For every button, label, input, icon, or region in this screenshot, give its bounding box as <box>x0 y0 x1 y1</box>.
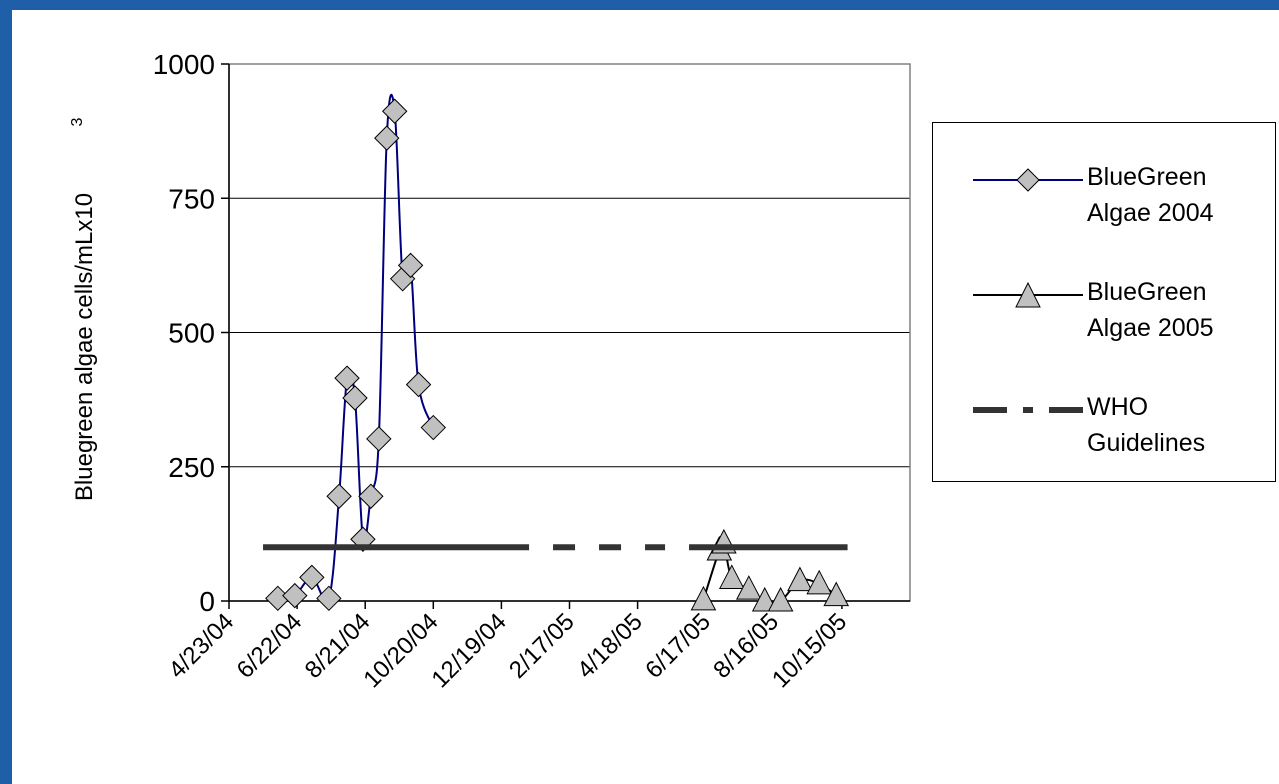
data-point-2004 <box>382 98 408 124</box>
series-line-2004 <box>277 93 435 603</box>
legend-label-who: WHO Guidelines <box>1087 393 1206 457</box>
data-point-2004 <box>282 582 308 609</box>
data-point-2004 <box>374 125 400 151</box>
legend-swatch-diamond-icon <box>973 168 1083 192</box>
data-point-2005 <box>787 566 813 592</box>
axes <box>221 63 911 609</box>
data-point-2004 <box>397 252 424 279</box>
legend-item-who: WHO Guidelines <box>933 375 1275 485</box>
y-axis-label: Bluegreen algae cells/mLx10 <box>71 193 98 501</box>
x-tick-label: 6/22/04 <box>232 608 308 684</box>
data-point-2005 <box>718 564 745 589</box>
data-point-2005 <box>751 586 778 612</box>
data-point-2004 <box>366 426 392 452</box>
x-tick-label: 6/17/05 <box>640 608 716 684</box>
line-chart: 025050075010004/23/046/22/048/21/0410/20… <box>69 49 911 693</box>
x-tick-label: 2/17/05 <box>504 608 580 684</box>
legend-item-2004: BlueGreen Algae 2004 <box>933 145 1275 255</box>
data-point-2004 <box>316 585 342 612</box>
legend-label-2005: BlueGreen Algae 2005 <box>1087 278 1214 342</box>
data-point-2004 <box>326 483 352 509</box>
legend-label-2004: BlueGreen Algae 2004 <box>1087 163 1214 227</box>
data-point-2004 <box>299 564 325 591</box>
data-point-2005 <box>806 569 833 595</box>
y-tick-label: 750 <box>168 183 215 214</box>
legend: BlueGreen Algae 2004 BlueGreen Algae 200… <box>932 122 1276 482</box>
legend-item-2005: BlueGreen Algae 2005 <box>933 260 1275 370</box>
x-tick-label: 4/23/04 <box>164 608 240 684</box>
x-tick-label: 10/15/05 <box>767 608 852 693</box>
y-axis-title: Bluegreen algae cells/mLx10 3 <box>69 117 98 501</box>
data-point-2004 <box>405 371 432 398</box>
y-tick-label: 500 <box>168 318 215 349</box>
data-point-2005 <box>736 575 762 600</box>
legend-swatch-triangle-icon <box>973 281 1083 308</box>
data-point-2005 <box>823 581 850 607</box>
series-layer <box>263 93 850 612</box>
legend-swatch-dashdot-icon <box>973 407 1083 413</box>
x-tick-label: 4/18/05 <box>572 608 648 684</box>
data-point-2004 <box>342 385 368 411</box>
data-point-2005 <box>767 586 794 612</box>
y-tick-label: 250 <box>168 452 215 483</box>
data-point-2004 <box>358 483 384 509</box>
chart-slide: 0 250 500 750 1000 4/23/04 6/22/04 8/21/04 10/20… <box>12 10 1279 784</box>
data-point-2005 <box>690 585 717 611</box>
y-tick-label: 1000 <box>153 49 215 80</box>
x-tick-label: 10/20/04 <box>358 608 443 693</box>
x-tick-label: 12/19/04 <box>426 608 511 693</box>
data-point-2004 <box>420 414 447 441</box>
y-tick-label: 0 <box>199 586 215 617</box>
data-point-2004 <box>334 365 360 391</box>
y-axis-label-superscript: 3 <box>69 117 86 126</box>
gridlines <box>229 63 910 468</box>
